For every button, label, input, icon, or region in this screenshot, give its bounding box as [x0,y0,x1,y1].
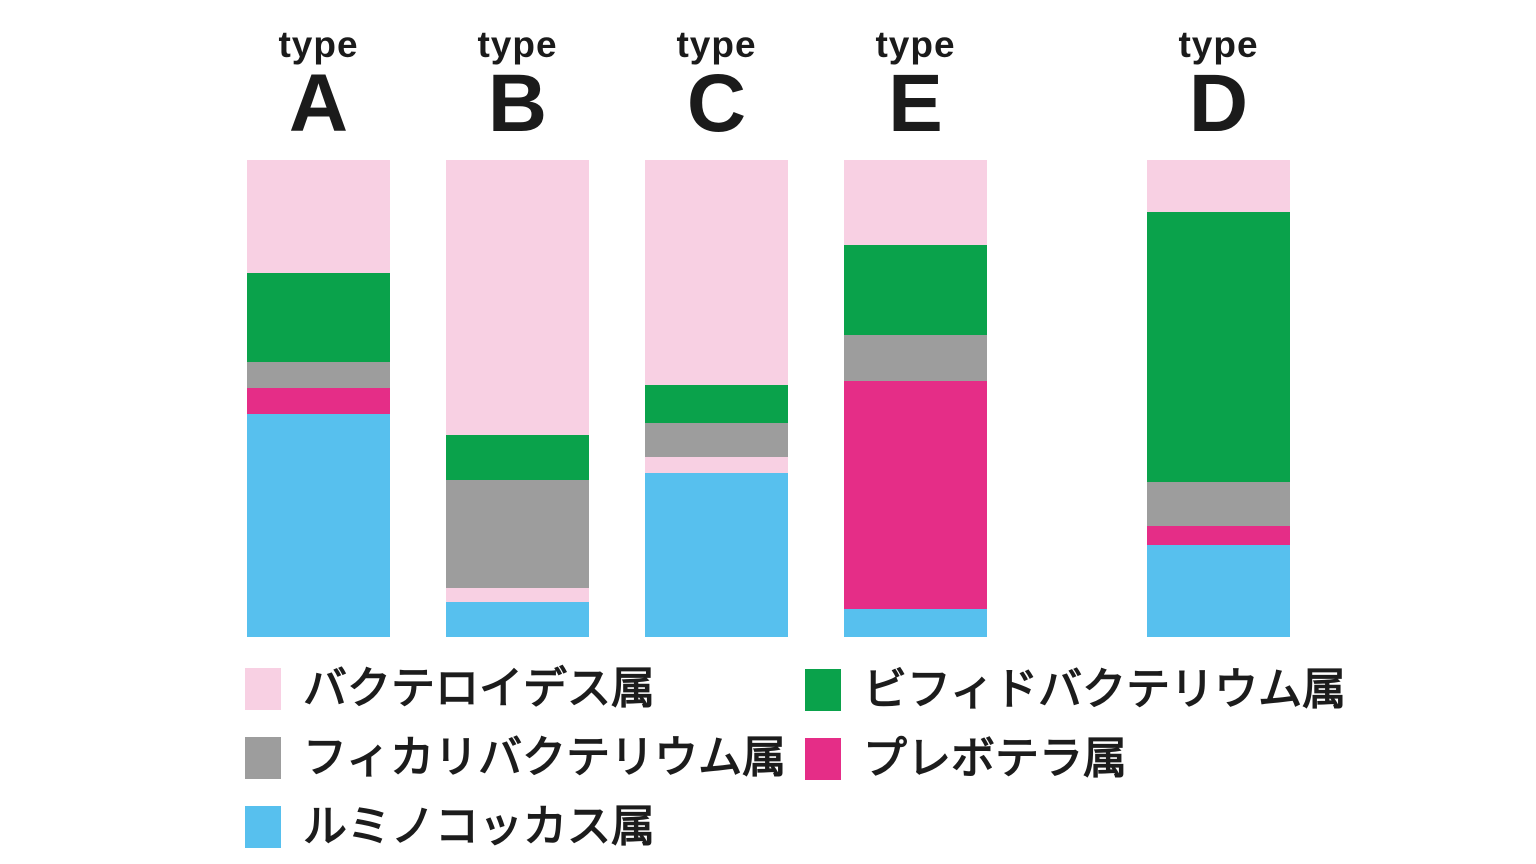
type-letter-label: C [686,58,747,149]
bar-segment-faecalibacterium [446,480,589,588]
legend-column-right: ビフィドバクテリウム属 プレボテラ属 [805,665,1347,807]
bar-segment-prevotella [1147,526,1290,545]
bar-segment-bacteroides [1147,160,1290,212]
bacteroides-color-swatch [245,668,281,710]
column-header: type A [247,24,390,149]
column-header: type C [645,24,788,149]
bar-segment-ruminococcus [645,473,788,637]
prevotella-color-swatch [805,738,841,780]
bar-segment-ruminococcus [247,414,390,637]
bar-segment-bifidobacterium [446,435,589,480]
bar-segment-prevotella [247,388,390,414]
type-word-label: type [676,24,757,65]
bar-segment-faecalibacterium [645,423,788,457]
bar-segment-prevotella [844,381,987,609]
bar-segment-faecalibacterium [1147,482,1290,526]
bar-segment-bacteroides [645,160,788,385]
type-word-label: type [1178,24,1259,65]
bar-segment-ruminococcus [446,602,589,637]
column-header: type B [446,24,589,149]
bar-segment-bacteroides [844,160,987,245]
bar-segment-ruminococcus [844,609,987,637]
type-letter-label: A [288,58,349,149]
type-word-label: type [278,24,359,65]
stacked-bar-type-b [446,160,589,637]
legend-label: ビフィドバクテリウム属 [863,665,1347,714]
legend-item-bifidobacterium: ビフィドバクテリウム属 [805,665,1347,714]
legend-label: フィカリバクテリウム属 [303,733,787,782]
stacked-bar-type-e [844,160,987,637]
legend-item-prevotella: プレボテラ属 [805,734,1346,783]
type-word-label: type [875,24,956,65]
bar-segment-faecalibacterium [247,362,390,388]
stacked-bar-type-c [645,160,788,637]
bifidobacterium-color-swatch [805,669,841,711]
stacked-bar-type-a [247,160,390,637]
ruminococcus-color-swatch [245,806,281,848]
type-word-label: type [477,24,558,65]
stacked-bar-type-d [1147,160,1290,637]
bar-segment-bacteroides [446,160,589,435]
faecalibacterium-color-swatch [245,737,281,779]
bar-segment-bifidobacterium [844,245,987,335]
bar-segment-faecalibacterium [844,335,987,381]
bar-segment-bacteroides [247,160,390,273]
legend-label: プレボテラ属 [863,734,1127,783]
legend-label: バクテロイデス属 [303,664,655,713]
legend-item-faecalibacterium: フィカリバクテリウム属 [245,733,787,782]
legend-item-ruminococcus: ルミノコッカス属 [245,802,786,851]
column-header: type D [1147,24,1290,149]
bar-segment-bifidobacterium [645,385,788,423]
legend-item-bacteroides: バクテロイデス属 [245,664,786,713]
bar-segment-ruminococcus [1147,545,1290,637]
bar-segment-bacteroides [446,588,589,602]
column-header: type E [844,24,987,149]
bar-segment-bifidobacterium [247,273,390,362]
legend-label: ルミノコッカス属 [303,802,655,851]
type-letter-label: D [1188,58,1249,149]
legend-column-left: バクテロイデス属 フィカリバクテリウム属 ルミノコッカス属 [245,664,787,864]
type-letter-label: B [487,58,548,149]
bar-segment-bacteroides [645,457,788,473]
bar-segment-bifidobacterium [1147,212,1290,482]
type-letter-label: E [888,58,943,149]
